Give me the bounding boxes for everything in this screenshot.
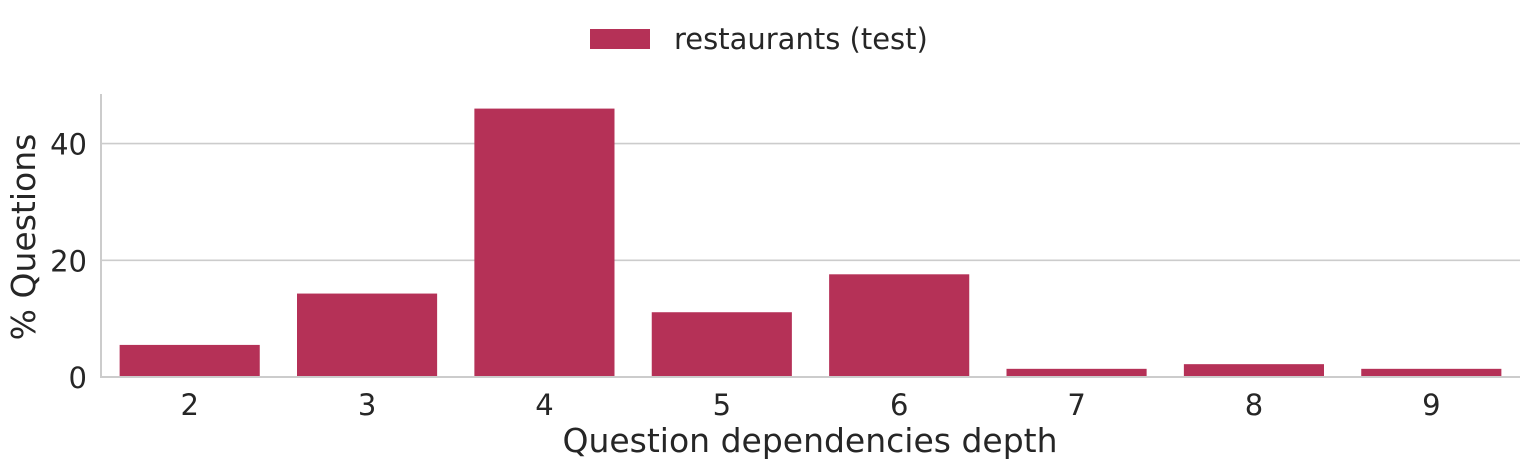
legend-swatch <box>590 29 650 49</box>
legend-label: restaurants (test) <box>674 22 928 56</box>
x-tick-label-8: 8 <box>1245 388 1263 422</box>
y-axis-label: % Questions <box>4 134 43 341</box>
bar-8 <box>1183 364 1325 377</box>
bar-9 <box>1361 368 1502 377</box>
x-tick-label-9: 9 <box>1422 388 1440 422</box>
bar-5 <box>651 312 792 377</box>
bar-2 <box>119 344 260 377</box>
x-tick-label-6: 6 <box>890 388 908 422</box>
bar-7 <box>1006 368 1147 377</box>
x-tick-label-3: 3 <box>358 388 376 422</box>
bar-4 <box>474 108 615 377</box>
bar-6 <box>829 274 970 377</box>
bar-3 <box>296 293 438 377</box>
tick-labels: 0 20 40 2 3 4 5 6 7 8 9 <box>50 128 1440 422</box>
x-axis-label: Question dependencies depth <box>562 421 1057 460</box>
x-tick-label-5: 5 <box>713 388 731 422</box>
grid-lines <box>101 142 1520 262</box>
x-tick-label-4: 4 <box>535 388 553 422</box>
y-tick-label-40: 40 <box>50 128 87 162</box>
x-tick-label-7: 7 <box>1067 388 1085 422</box>
x-tick-label-2: 2 <box>180 388 198 422</box>
bars <box>119 108 1502 377</box>
y-tick-label-20: 20 <box>50 244 87 278</box>
y-tick-label-0: 0 <box>69 361 87 395</box>
axes <box>100 94 1520 378</box>
legend: restaurants (test) <box>590 22 928 56</box>
